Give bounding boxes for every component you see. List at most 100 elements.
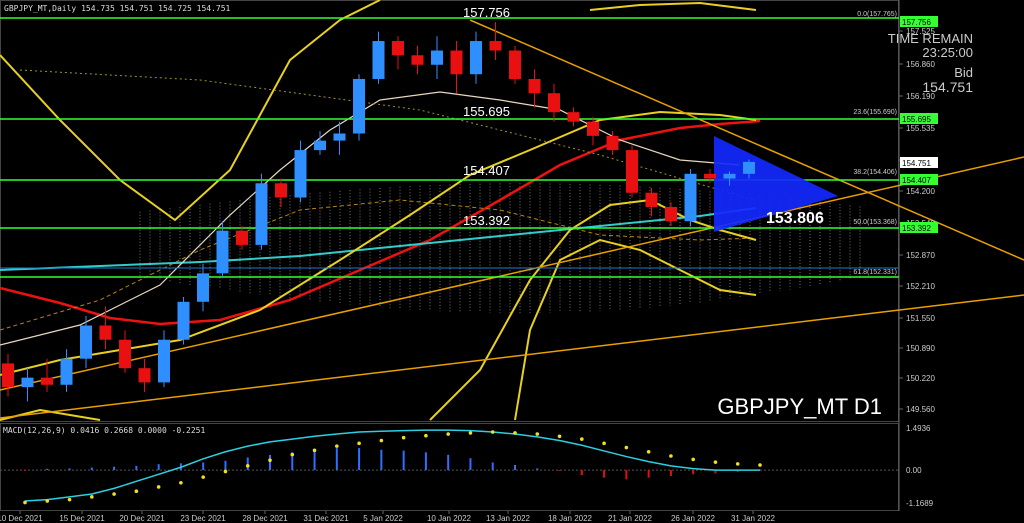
candle-body (119, 339, 131, 369)
target-label: 153.806 (766, 210, 824, 227)
macd-dot (735, 462, 740, 466)
macd-dot (67, 497, 72, 502)
level-label-l2: 154.407 (463, 163, 510, 178)
trendline-resistance (469, 19, 1024, 261)
candle-body (294, 150, 307, 198)
candle-body (99, 325, 112, 340)
macd-dot (535, 432, 540, 436)
date-tick-label: 5 Jan 2022 (363, 514, 403, 523)
macd-dot (557, 434, 562, 439)
price-tag: 155.695 (902, 115, 931, 124)
level-label-l1: 155.695 (463, 104, 510, 119)
macd-dot (134, 489, 139, 494)
fib-labels: 0.0(157.765) 23.6(155.690) 38.2(154.406) 50… (853, 11, 897, 276)
price-tick-label: 150.220 (906, 374, 935, 383)
macd-dot (646, 449, 651, 454)
candle-body (411, 55, 424, 65)
candle-body (314, 140, 326, 151)
macd-dot (424, 433, 428, 438)
macd-dot (758, 463, 762, 467)
price-tick-label: 150.890 (906, 344, 935, 353)
price-tick-label: 152.210 (906, 282, 935, 291)
macd-indicator: 1.4936 0.00 -1.1689 (0, 424, 934, 508)
date-tick-label: 13 Jan 2022 (486, 514, 531, 523)
candle-body (626, 150, 638, 193)
date-tick-label: 18 Jan 2022 (548, 514, 593, 523)
trendline-support-b (0, 294, 1024, 419)
fib-label: 23.6(155.690) (853, 109, 897, 116)
date-tick-label: 21 Jan 2022 (608, 514, 653, 523)
date-tick-label: 10 Dec 2021 (0, 514, 43, 523)
level-label-high: 157.756 (463, 5, 510, 20)
candle-body (548, 93, 560, 113)
band-upper (0, 0, 381, 222)
fib-label: 61.8(152.331) (853, 269, 897, 276)
candle-body (743, 161, 755, 174)
trend-lines (0, 19, 1024, 419)
price-tag: 154.751 (902, 159, 931, 168)
candle-body (275, 183, 287, 198)
date-tick-label: 10 Jan 2022 (427, 514, 472, 523)
candle-body (431, 50, 443, 65)
macd-dot (624, 445, 629, 450)
candle-body (138, 368, 151, 383)
date-tick-label: 26 Jan 2022 (671, 514, 716, 523)
price-tag: 157.756 (902, 18, 931, 27)
date-tick-label: 28 Dec 2021 (242, 514, 288, 523)
price-tag: 153.392 (902, 224, 931, 233)
candle-body (177, 301, 190, 340)
macd-dot (45, 499, 50, 503)
price-tag-bg (900, 174, 938, 185)
band-lower-c (514, 238, 757, 421)
macd-axis-label: 1.4936 (906, 424, 931, 433)
candle-body (509, 50, 521, 79)
macd-dot (446, 432, 450, 436)
candle-body (333, 133, 346, 141)
candle-body (684, 173, 697, 222)
date-axis: 10 Dec 2021 15 Dec 2021 20 Dec 2021 23 Dec … (0, 511, 776, 523)
projection-triangle (714, 136, 838, 232)
candle-body (80, 325, 92, 359)
symbol-watermark: GBPJPY_MT D1 (717, 394, 882, 419)
macd-axis-label: 0.00 (906, 466, 922, 475)
macd-label: MACD(12,26,9) 0.0416 0.2668 0.0000 -0.22… (3, 426, 205, 435)
candle-body (2, 363, 14, 388)
candlesticks (2, 22, 755, 402)
price-tick-label: 149.560 (906, 405, 935, 414)
macd-dot (223, 469, 228, 474)
candle-body (353, 78, 365, 134)
macd-dot (245, 464, 250, 468)
candle-body (704, 173, 716, 179)
macd-dot (23, 500, 27, 505)
candle-body (392, 41, 404, 56)
candle-body (41, 377, 53, 385)
date-tick-label: 31 Dec 2021 (303, 514, 349, 523)
candle-body (567, 112, 580, 122)
macd-dot (290, 452, 295, 457)
macd-dot (691, 457, 695, 462)
candle-body (645, 192, 658, 207)
macd-signal-line (24, 429, 760, 502)
date-tick-label: 20 Dec 2021 (119, 514, 165, 523)
date-tick-label: 31 Jan 2022 (731, 514, 776, 523)
ma-red (0, 119, 761, 326)
price-tag-bg (900, 113, 938, 124)
macd-dot (335, 444, 339, 448)
macd-dot (90, 495, 94, 499)
macd-dot (179, 480, 183, 485)
time-remain-value: 23:25:00 (922, 45, 973, 60)
candle-body (665, 206, 677, 222)
candle-body (587, 121, 599, 136)
macd-dot (669, 454, 673, 458)
price-tick-label: 155.535 (906, 124, 935, 133)
candle-body (489, 41, 502, 51)
candle-body (723, 173, 736, 179)
candle-body (470, 41, 482, 75)
band-lower-b (429, 198, 757, 421)
candle-body (606, 135, 619, 151)
date-tick-label: 23 Dec 2021 (180, 514, 226, 523)
candle-body (255, 183, 268, 245)
candle-body (158, 339, 170, 383)
macd-axis-label: -1.1689 (906, 499, 934, 508)
